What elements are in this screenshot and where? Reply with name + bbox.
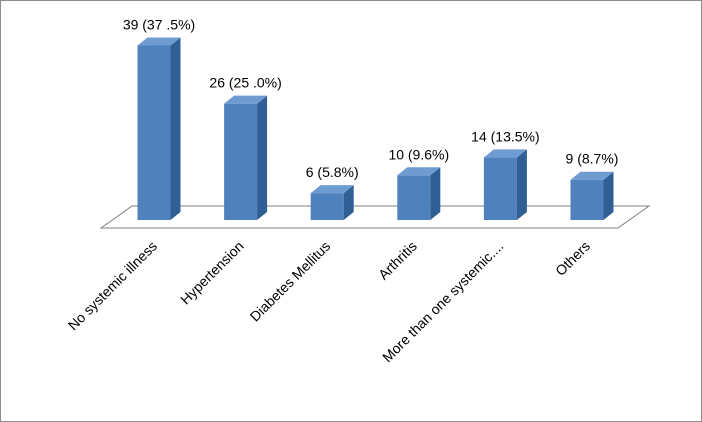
bar-front xyxy=(570,179,604,220)
bar-top xyxy=(397,167,441,176)
bar xyxy=(483,149,527,220)
category-labels-group: No systemic illness Hypertension Diabetes … xyxy=(65,238,593,365)
data-label: 9 (8.7%) xyxy=(566,151,619,167)
data-label: 26 (25 .0%) xyxy=(209,75,281,91)
bars-group xyxy=(137,37,614,220)
bar xyxy=(224,95,268,220)
bar xyxy=(570,171,614,220)
bar xyxy=(310,185,354,220)
bar-top xyxy=(224,95,268,104)
data-label: 6 (5.8%) xyxy=(306,164,359,180)
data-label: 10 (9.6%) xyxy=(388,146,449,162)
bar-side xyxy=(430,167,441,220)
bar-top xyxy=(137,37,181,46)
category-label: Hypertension xyxy=(177,238,247,308)
bar-side xyxy=(516,149,527,220)
bar-front xyxy=(224,103,258,220)
bar-side xyxy=(170,37,181,220)
category-label: Arthritis xyxy=(375,238,420,283)
bar xyxy=(137,37,181,220)
bar-top xyxy=(483,149,527,158)
data-labels-group: 39 (37 .5%) 26 (25 .0%) 6 (5.8%) 10 (9.6%) 1… xyxy=(123,16,619,180)
category-label: No systemic illness xyxy=(65,238,160,333)
chart-floor xyxy=(99,205,651,229)
bar-top xyxy=(310,185,354,194)
bar-front xyxy=(483,157,517,220)
bar-front xyxy=(137,45,171,220)
bar-side xyxy=(343,185,354,220)
bar-side xyxy=(257,95,268,220)
category-label: Others xyxy=(552,238,593,279)
data-label: 14 (13.5%) xyxy=(471,128,539,144)
data-label: 39 (37 .5%) xyxy=(123,16,195,32)
bar-front xyxy=(397,175,431,220)
bar-top xyxy=(570,171,614,180)
bar-front xyxy=(310,193,344,220)
bar xyxy=(397,167,441,220)
bar-side xyxy=(603,171,614,220)
category-label: Diabetes Mellitus xyxy=(247,238,334,325)
